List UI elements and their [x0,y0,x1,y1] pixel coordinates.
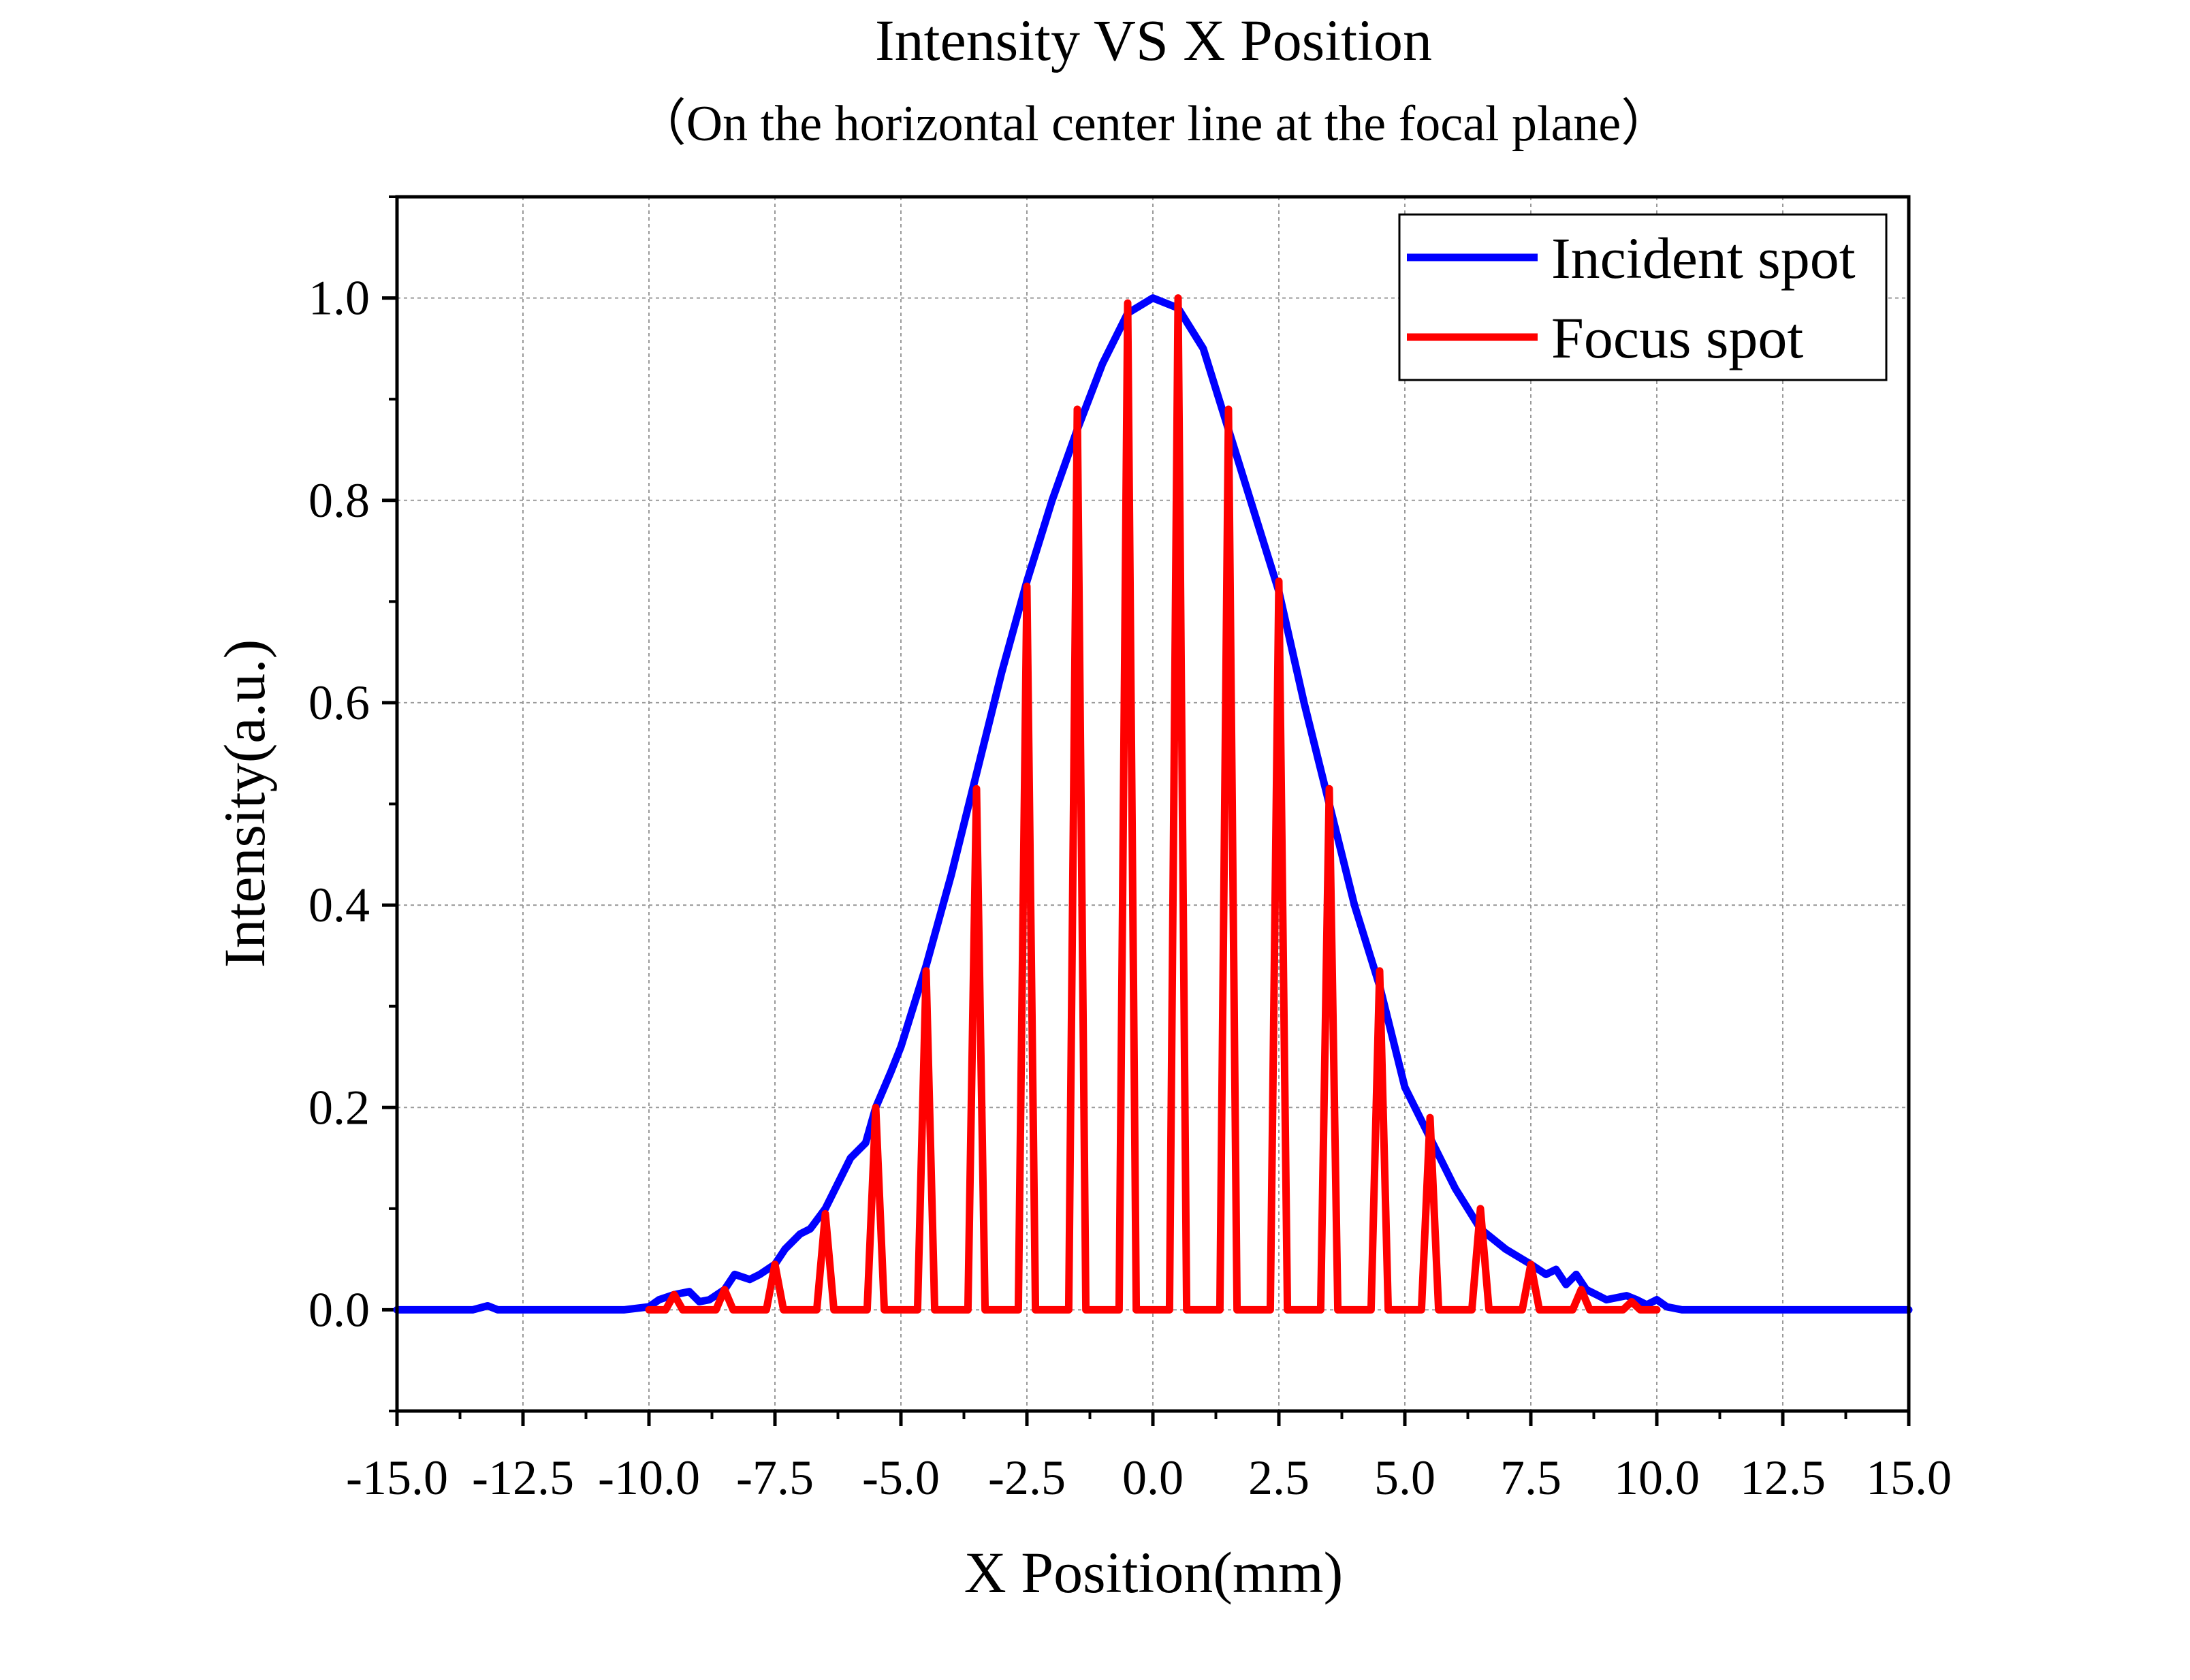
focus-peak-point [1527,1261,1534,1268]
tick-labels: -15.0 -12.5 -10.0 -7.5 -5.0 -2.5 0.0 2.5 5.0 7.5 1… [308,271,1952,1505]
x-tick-label: 12.5 [1740,1451,1826,1505]
chart-subtitle: （On the horizontal center line at the fo… [636,96,1672,152]
focus-peak-point [1225,406,1232,413]
x-tick-label: -2.5 [988,1451,1066,1505]
series-layer [393,294,1913,1314]
x-tick-label: 0.0 [1122,1451,1184,1505]
x-tick-label: 7.5 [1500,1451,1561,1505]
plot-frame [395,195,1911,1413]
focus-peak-point [772,1261,778,1268]
y-tick-label: 0.0 [308,1282,370,1337]
focus-peak-point [822,1210,829,1218]
focus-peak-point [1628,1298,1635,1305]
focus-peak-point [923,967,930,974]
focus-peak-point [1477,1205,1484,1212]
y-tick-label: 0.2 [308,1080,370,1135]
focus-peak-point [1023,583,1030,590]
legend-label-focus: Focus spot [1551,305,1803,370]
y-tick-label: 0.6 [308,676,370,730]
y-axis-label: Intensity(a.u.) [212,639,277,968]
y-tick-label: 0.4 [308,878,370,932]
focus-peak-point [721,1286,728,1293]
focus-peak-point [1326,785,1333,793]
x-tick-label: 5.0 [1374,1451,1435,1505]
focus-peak-point [872,1104,879,1111]
x-tick-label: -12.5 [472,1451,574,1505]
focus-peak-point [1175,294,1181,302]
focus-peak-point [1578,1286,1585,1293]
focus-peak-point [671,1291,678,1299]
y-tick-label: 1.0 [308,271,370,326]
x-tick-label: -10.0 [598,1451,700,1505]
series-line-focus-spot [645,294,1661,1314]
focus-peak-point [1124,300,1131,307]
x-tick-label: 2.5 [1248,1451,1310,1505]
axis-ticks [382,195,1911,1426]
x-tick-label: 10.0 [1614,1451,1700,1505]
x-tick-label: -5.0 [862,1451,940,1505]
focus-peak-point [1376,967,1383,974]
legend-box [1398,213,1888,381]
focus-peak-point [1074,406,1081,413]
x-tick-label: -15.0 [346,1451,448,1505]
focus-peak-point [973,785,980,793]
legend: Incident spot Focus spot [1398,213,1888,381]
focus-peak-point [1427,1114,1433,1122]
chart-title: Intensity VS X Position [875,7,1432,73]
x-tick-label: -7.5 [736,1451,814,1505]
y-tick-label: 0.8 [308,473,370,528]
x-tick-label: 15.0 [1866,1451,1952,1505]
x-axis-label: X Position(mm) [964,1540,1344,1605]
legend-label-incident: Incident spot [1551,225,1856,291]
focus-peak-point [1275,577,1282,585]
